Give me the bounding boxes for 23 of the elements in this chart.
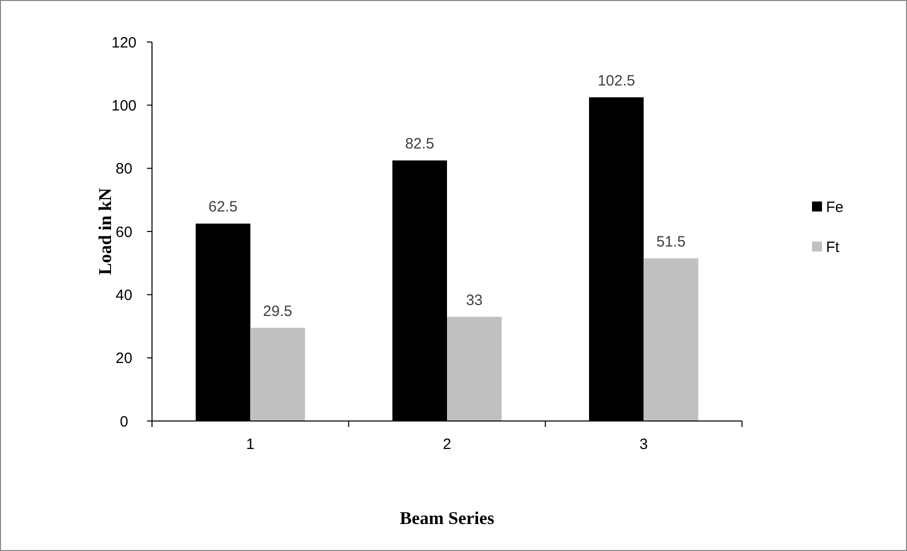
- x-axis-title: Beam Series: [400, 508, 494, 528]
- y-tick-label: 80: [116, 160, 132, 178]
- data-label: 102.5: [598, 72, 636, 90]
- bar: [447, 316, 502, 421]
- legend-label: Fe: [826, 198, 844, 216]
- data-label: 33: [466, 292, 483, 309]
- y-tick-label: 120: [111, 34, 137, 52]
- data-label: 82.5: [405, 135, 434, 152]
- bar: [644, 258, 698, 421]
- data-label: 51.5: [656, 233, 686, 250]
- x-tick-label: 3: [639, 436, 648, 453]
- bar: [250, 328, 305, 421]
- y-tick-label: 20: [116, 350, 132, 368]
- y-tick-label: 100: [111, 97, 137, 114]
- y-tick-label: 40: [116, 286, 132, 304]
- data-label: 62.5: [208, 198, 238, 216]
- x-tick-label: 1: [246, 436, 255, 453]
- y-tick-label: 0: [120, 413, 128, 430]
- y-axis-title: Load in kN: [95, 188, 115, 276]
- x-tick-label: 2: [442, 436, 452, 453]
- data-label: 29.5: [263, 302, 292, 320]
- legend-label: Ft: [826, 238, 840, 256]
- y-tick-label: 60: [116, 224, 132, 241]
